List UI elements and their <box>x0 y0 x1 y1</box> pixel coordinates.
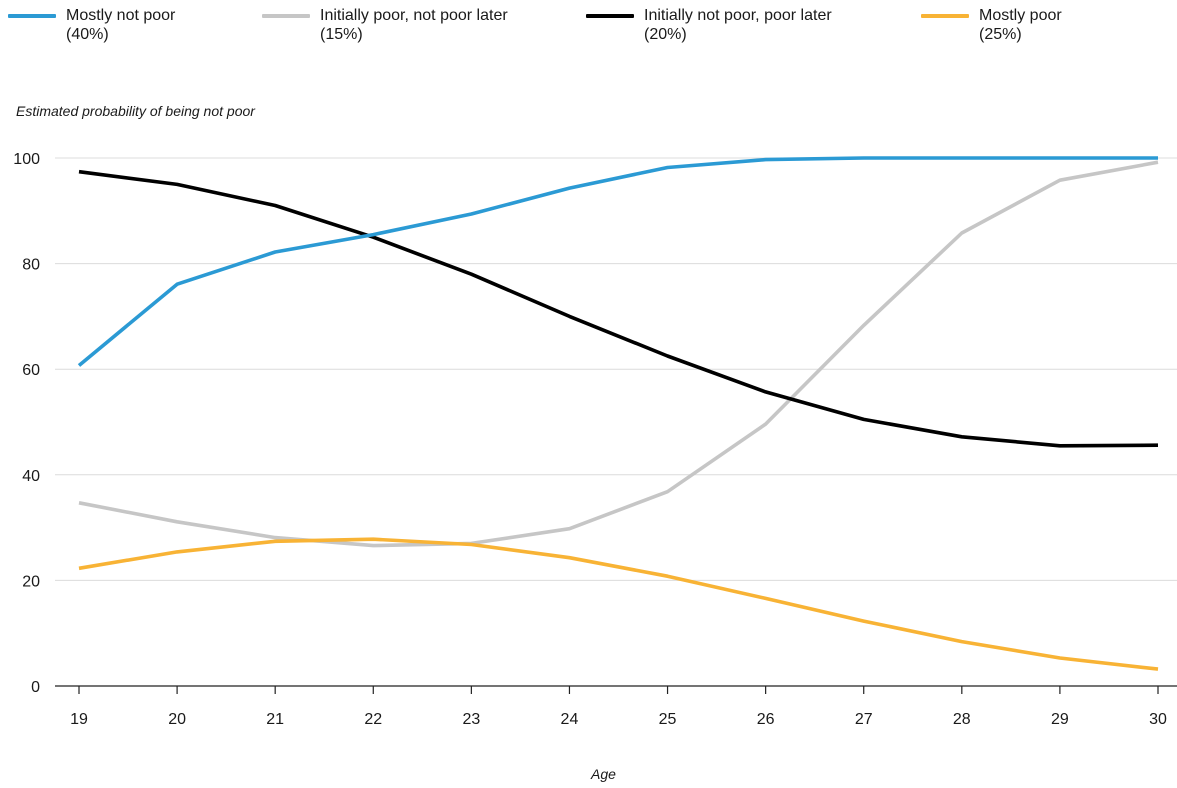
series-line-mostly-poor <box>78 537 1159 671</box>
y-axis-title: Estimated probability of being not poor <box>16 103 255 119</box>
y-tick-label-40: 40 <box>22 468 40 485</box>
legend-item-mostly-not-poor: Mostly not poor (40%) <box>8 6 175 44</box>
legend-item-mostly-poor: Mostly poor (25%) <box>921 6 1062 44</box>
x-tick-label-28: 28 <box>953 711 971 728</box>
legend-swatch <box>921 14 969 18</box>
series-line-initially-not-poor-poor-later <box>78 169 1159 448</box>
legend-label: Initially not poor, poor later <box>644 7 832 24</box>
legend-swatch <box>262 14 310 18</box>
x-tick-label-22: 22 <box>364 711 382 728</box>
legend-item-initially-poor: Initially poor, not poor later (15%) <box>262 6 508 44</box>
legend-share: (40%) <box>66 26 109 43</box>
legend-item-initially-not-poor: Initially not poor, poor later (20%) <box>586 6 832 44</box>
axes: 0 20 40 60 80 100 19 20 21 22 23 24 25 26 27 28 29 30 <box>13 151 1177 728</box>
x-tick-label-26: 26 <box>757 711 775 728</box>
y-tick-label-20: 20 <box>22 573 40 590</box>
legend-share: (25%) <box>979 26 1022 43</box>
x-tick-label-27: 27 <box>855 711 873 728</box>
series-line-initially-poor-not-poor-later <box>78 160 1159 548</box>
y-tick-label-100: 100 <box>13 151 40 168</box>
x-tick-label-19: 19 <box>70 711 88 728</box>
x-tick-label-20: 20 <box>168 711 186 728</box>
y-tick-label-60: 60 <box>22 362 40 379</box>
x-tick-label-21: 21 <box>266 711 284 728</box>
x-axis-title: Age <box>591 766 616 782</box>
legend-share: (20%) <box>644 26 687 43</box>
series-lines <box>77 156 1159 671</box>
x-tick-label-23: 23 <box>462 711 480 728</box>
series-line-mostly-not-poor <box>77 156 1158 367</box>
chart-legend: Mostly not poor (40%) Initially poor, no… <box>0 6 1177 50</box>
legend-label: Initially poor, not poor later <box>320 7 508 24</box>
x-tick-label-29: 29 <box>1051 711 1069 728</box>
legend-swatch <box>8 14 56 18</box>
legend-share: (15%) <box>320 26 363 43</box>
legend-label: Mostly poor <box>979 7 1062 24</box>
legend-label: Mostly not poor <box>66 7 176 24</box>
gridlines <box>55 157 1177 581</box>
y-tick-label-0: 0 <box>31 679 40 696</box>
legend-swatch <box>586 14 634 18</box>
x-tick-label-24: 24 <box>561 711 579 728</box>
x-tick-label-30: 30 <box>1149 711 1167 728</box>
x-tick-label-25: 25 <box>659 711 677 728</box>
y-tick-label-80: 80 <box>22 257 40 274</box>
